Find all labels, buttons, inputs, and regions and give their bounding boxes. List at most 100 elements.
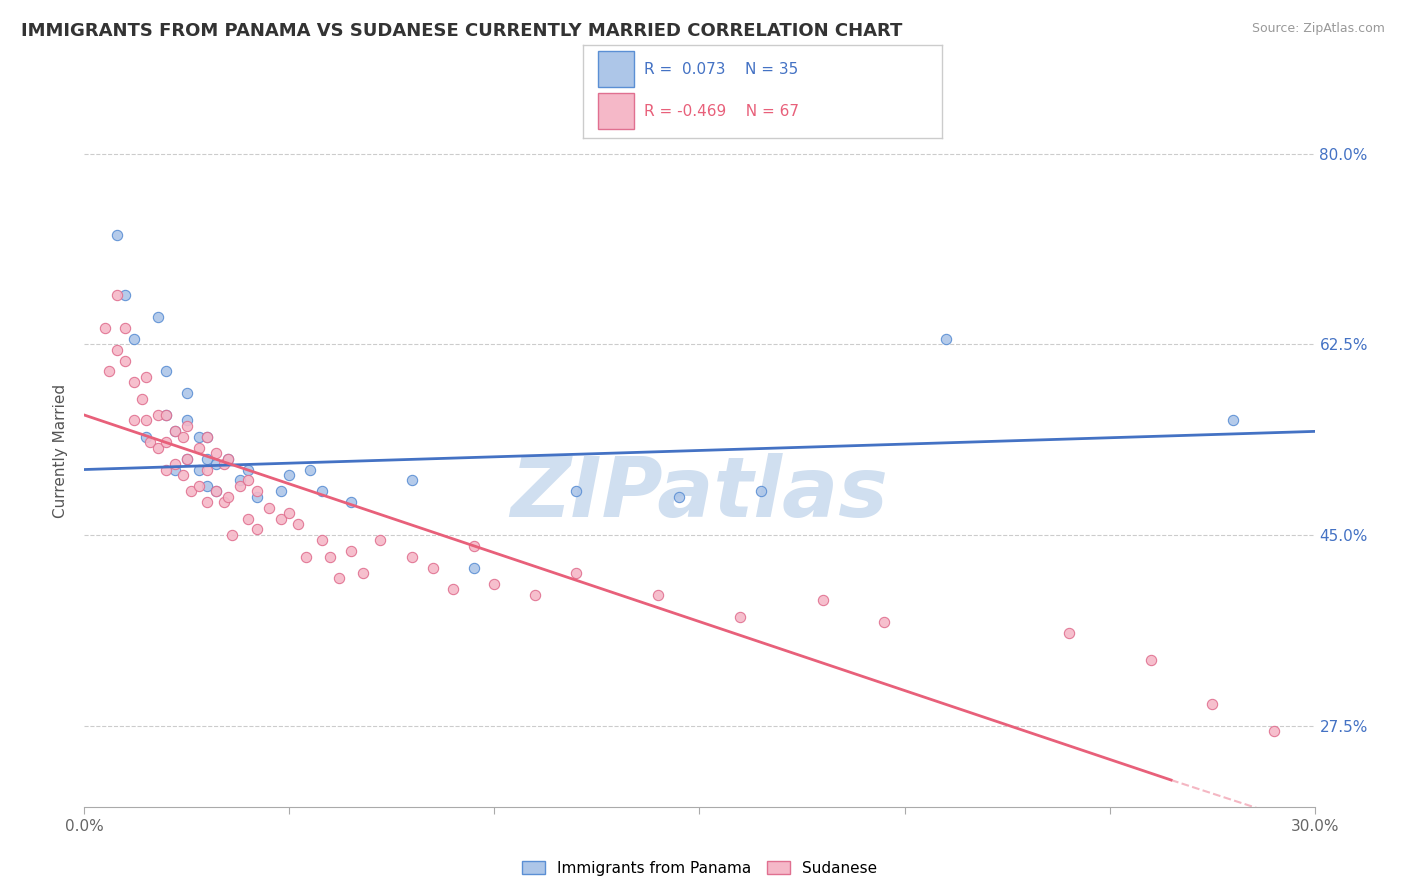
Legend: Immigrants from Panama, Sudanese: Immigrants from Panama, Sudanese: [516, 855, 883, 881]
Text: IMMIGRANTS FROM PANAMA VS SUDANESE CURRENTLY MARRIED CORRELATION CHART: IMMIGRANTS FROM PANAMA VS SUDANESE CURRE…: [21, 22, 903, 40]
Point: [188, 462, 211, 476]
Point: [212, 495, 235, 509]
Point: [122, 376, 145, 390]
Point: [368, 533, 391, 548]
Point: [197, 430, 219, 444]
Point: [246, 490, 269, 504]
Point: [114, 353, 136, 368]
Point: [270, 484, 292, 499]
Point: [246, 523, 269, 537]
Point: [1057, 626, 1080, 640]
Point: [155, 462, 177, 476]
Point: [217, 490, 239, 504]
Point: [163, 425, 186, 439]
Point: [257, 500, 280, 515]
Point: [135, 370, 157, 384]
Point: [105, 288, 128, 302]
Point: [647, 588, 669, 602]
Point: [176, 413, 198, 427]
Point: [668, 490, 690, 504]
Point: [163, 457, 186, 471]
Point: [94, 321, 117, 335]
Point: [811, 593, 834, 607]
Point: [148, 408, 170, 422]
Point: [401, 474, 423, 488]
Point: [328, 572, 350, 586]
Point: [135, 430, 157, 444]
Point: [176, 451, 198, 466]
Point: [238, 462, 260, 476]
Point: [730, 609, 752, 624]
Bar: [598, 94, 634, 129]
Point: [197, 451, 219, 466]
Point: [246, 484, 269, 499]
Point: [1139, 653, 1161, 667]
Point: [401, 549, 423, 564]
Point: [352, 566, 374, 580]
Point: [319, 549, 342, 564]
Point: [148, 310, 170, 324]
Point: [238, 511, 260, 525]
Point: [197, 430, 219, 444]
Bar: [598, 51, 634, 87]
Point: [188, 430, 211, 444]
Y-axis label: Currently Married: Currently Married: [53, 384, 69, 517]
Point: [463, 539, 485, 553]
Point: [340, 495, 363, 509]
Point: [749, 484, 772, 499]
Point: [172, 430, 194, 444]
Point: [105, 343, 128, 357]
Point: [155, 408, 177, 422]
Point: [180, 484, 202, 499]
Point: [176, 451, 198, 466]
Point: [565, 566, 588, 580]
Point: [131, 392, 153, 406]
Point: [238, 474, 260, 488]
Point: [155, 435, 177, 450]
Point: [98, 364, 121, 378]
Point: [197, 462, 219, 476]
Point: [422, 560, 444, 574]
Point: [204, 484, 226, 499]
Point: [188, 441, 211, 455]
Point: [340, 544, 363, 558]
Point: [287, 516, 309, 531]
Point: [229, 479, 252, 493]
Point: [484, 577, 506, 591]
Point: [524, 588, 547, 602]
Point: [163, 425, 186, 439]
Point: [221, 528, 243, 542]
Point: [935, 332, 957, 346]
Point: [873, 615, 896, 629]
Point: [105, 228, 128, 243]
Point: [443, 582, 465, 597]
Text: Source: ZipAtlas.com: Source: ZipAtlas.com: [1251, 22, 1385, 36]
Point: [139, 435, 162, 450]
Point: [204, 446, 226, 460]
Point: [204, 484, 226, 499]
Point: [176, 419, 198, 434]
Text: R =  0.073    N = 35: R = 0.073 N = 35: [644, 62, 799, 77]
Point: [204, 457, 226, 471]
Point: [463, 560, 485, 574]
Point: [278, 467, 301, 482]
Point: [311, 484, 333, 499]
Point: [155, 364, 177, 378]
Point: [197, 479, 219, 493]
Point: [163, 462, 186, 476]
Point: [114, 321, 136, 335]
Point: [122, 332, 145, 346]
Point: [217, 451, 239, 466]
Point: [172, 467, 194, 482]
Point: [298, 462, 321, 476]
Point: [1201, 697, 1223, 711]
Point: [565, 484, 588, 499]
Text: R = -0.469    N = 67: R = -0.469 N = 67: [644, 104, 800, 119]
Point: [176, 386, 198, 401]
Point: [135, 413, 157, 427]
Point: [217, 451, 239, 466]
Point: [212, 457, 235, 471]
Point: [270, 511, 292, 525]
Point: [229, 474, 252, 488]
Point: [278, 506, 301, 520]
